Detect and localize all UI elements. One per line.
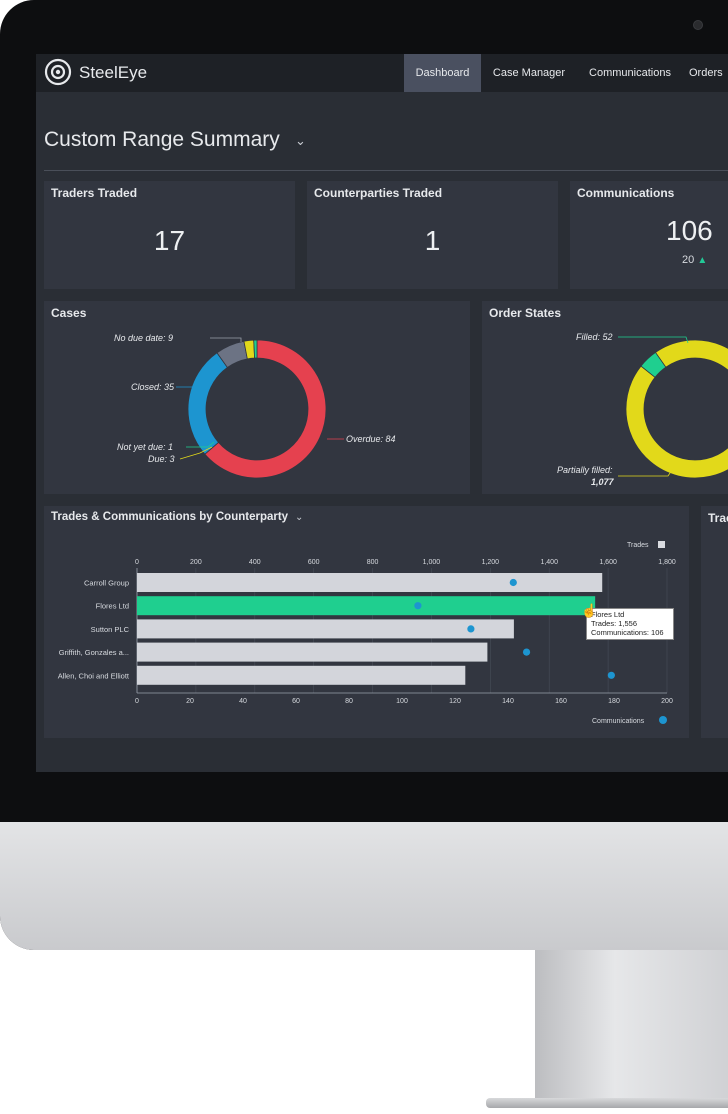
bottom-tick-label: 160: [555, 698, 567, 705]
tooltip-trades: Trades: 1,556: [591, 619, 637, 628]
label-not-yet-due: Not yet due: 1: [117, 442, 173, 452]
legend-comms-swatch[interactable]: [659, 716, 667, 724]
bottom-tick-label: 120: [449, 698, 461, 705]
trades-comms-card: Trades & Communications by Counterparty …: [44, 506, 689, 738]
card-title: Cases: [51, 306, 87, 320]
label-no-due-date: No due date: 9: [114, 333, 173, 343]
communications-point[interactable]: [414, 602, 422, 610]
chevron-down-icon[interactable]: ⌄: [295, 133, 306, 148]
label-due: Due: 3: [148, 454, 175, 464]
top-tick-label: 200: [190, 559, 202, 566]
bottom-tick-label: 20: [186, 698, 194, 705]
hand-cursor-icon: ☝: [581, 603, 598, 618]
communications-point[interactable]: [607, 671, 615, 679]
delta-value: 20: [682, 254, 695, 266]
brand-name: SteelEye: [79, 63, 148, 82]
bottom-tick-label: 180: [608, 698, 620, 705]
slice-overdue[interactable]: [204, 339, 327, 479]
top-navbar: SteelEye Dashboard Case Manager Communic…: [36, 54, 728, 92]
bottom-tick-label: 60: [292, 698, 300, 705]
slice-partially-filled[interactable]: [625, 339, 728, 479]
monitor-stand-base: [486, 1098, 728, 1108]
label-filled: Filled: 52: [576, 332, 613, 342]
monitor-chin: [0, 822, 728, 950]
trades-bar[interactable]: [137, 642, 488, 662]
bottom-tick-label: 80: [345, 698, 353, 705]
top-tick-label: 1,200: [482, 559, 500, 566]
legend-trades-swatch[interactable]: [658, 541, 665, 548]
label-closed: Closed: 35: [131, 382, 175, 392]
top-tick-label: 1,000: [423, 559, 441, 566]
communications-card: Communications 106 20 ▲: [570, 181, 728, 289]
label-overdue: Overdue: 84: [346, 434, 396, 444]
bar-tooltip: Flores Ltd Trades: 1,556 Communications:…: [586, 608, 674, 640]
cases-card: Cases No due date: 9 Closed: 35 Not yet …: [44, 301, 470, 494]
traders-traded-card: Traders Traded 17: [44, 181, 295, 289]
bottom-tick-label: 40: [239, 698, 247, 705]
tooltip-comms: Communications: 106: [591, 628, 664, 637]
category-label: Carroll Group: [84, 579, 129, 588]
camera-icon: [693, 20, 703, 30]
arrow-up-icon: ▲: [697, 255, 708, 266]
trades-comms-bar-chart: Trades Communications 0 200 400 600 800 1,000…: [58, 541, 676, 725]
slice-closed[interactable]: [187, 352, 228, 455]
nav-communications[interactable]: Communications: [589, 67, 671, 79]
top-tick-label: 0: [135, 559, 139, 566]
counterparties-traded-card: Counterparties Traded 1: [307, 181, 558, 289]
top-tick-label: 600: [308, 559, 320, 566]
steeleye-logo-icon: [44, 58, 72, 86]
bottom-tick-label: 200: [661, 698, 673, 705]
category-label: Flores Ltd: [96, 602, 129, 611]
card-title[interactable]: Trades & Communications by Counterparty: [51, 511, 289, 523]
stat-delta: 20 ▲: [682, 254, 707, 266]
slice-not-yet-due[interactable]: [253, 339, 258, 359]
legend-trades-label: Trades: [627, 542, 649, 549]
communications-point[interactable]: [522, 648, 531, 656]
trades-bar[interactable]: [137, 596, 596, 616]
nav-case-manager[interactable]: Case Manager: [492, 67, 566, 79]
category-label: Allen, Choi and Elliott: [58, 671, 130, 680]
next-panel-card: Trac: [701, 506, 728, 738]
stat-value: 106: [666, 215, 713, 246]
bottom-tick-label: 0: [135, 698, 139, 705]
nav-orders[interactable]: Orders: [689, 67, 723, 79]
category-label: Sutton PLC: [91, 625, 130, 634]
card-title: Order States: [489, 306, 562, 320]
page-title[interactable]: Custom Range Summary: [44, 128, 280, 151]
top-tick-label: 1,600: [599, 559, 617, 566]
divider: [44, 170, 728, 171]
top-tick-label: 1,800: [658, 559, 676, 566]
chevron-down-icon[interactable]: ⌄: [295, 512, 304, 523]
card-title: Traders Traded: [51, 186, 138, 200]
nav-dashboard[interactable]: Dashboard: [404, 54, 481, 92]
top-tick-label: 800: [367, 559, 379, 566]
bottom-tick-label: 100: [396, 698, 408, 705]
stat-value: 17: [153, 225, 186, 256]
slice-filled[interactable]: [640, 351, 667, 378]
cases-donut-chart: No due date: 9 Closed: 35 Not yet due: 1…: [114, 333, 396, 479]
communications-point[interactable]: [467, 625, 475, 633]
card-title: Counterparties Traded: [314, 186, 443, 200]
card-title: Trac: [708, 511, 728, 525]
bottom-tick-label: 140: [502, 698, 514, 705]
app-screen: SteelEye Dashboard Case Manager Communic…: [36, 54, 728, 772]
communications-point[interactable]: [509, 578, 517, 587]
trades-bar[interactable]: [137, 665, 466, 685]
stat-value: 1: [424, 225, 441, 256]
legend-comms-label: Communications: [592, 718, 645, 725]
top-tick-label: 400: [249, 559, 261, 566]
order-states-donut-chart: Filled: 52 Partially filled: 1,077: [557, 332, 728, 487]
order-states-card: Order States Filled: 52 Partially filled…: [482, 301, 728, 494]
trades-bar[interactable]: [137, 619, 514, 639]
card-title: Communications: [577, 186, 675, 200]
category-label: Griffith, Gonzales a...: [59, 648, 129, 657]
label-partially-filled-value: 1,077: [591, 477, 615, 487]
trades-bar[interactable]: [137, 573, 603, 592]
tooltip-name: Flores Ltd: [591, 610, 625, 619]
monitor-stand: [535, 950, 728, 1106]
top-tick-label: 1,400: [540, 559, 558, 566]
label-partially-filled: Partially filled:: [557, 465, 613, 475]
